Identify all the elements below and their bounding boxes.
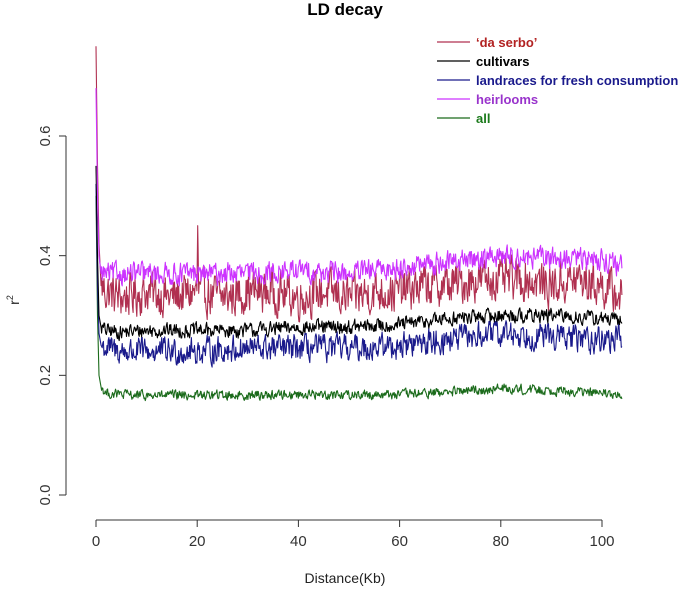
chart-title: LD decay xyxy=(307,0,383,19)
series-line xyxy=(95,195,623,402)
legend-label: ‘da serbo’ xyxy=(476,35,537,50)
series-line xyxy=(95,165,623,342)
x-tick-label: 40 xyxy=(290,533,307,550)
y-axis-label: r2 xyxy=(5,295,22,305)
axes: 0 20 40 60 80 100 0.0 0.2 0.4 0.6 xyxy=(37,126,615,550)
x-tick-label: 80 xyxy=(492,533,509,550)
series-line xyxy=(95,88,623,287)
legend-label: all xyxy=(476,111,490,126)
x-tick-label: 0 xyxy=(92,533,100,550)
series-line xyxy=(95,46,623,323)
series-layer xyxy=(95,46,623,402)
y-tick-label: 0.6 xyxy=(37,126,54,147)
y-axis-label-main: r xyxy=(6,300,22,305)
x-tick-label: 20 xyxy=(189,533,206,550)
legend: ‘da serbo’ cultivars landraces for fresh c… xyxy=(437,35,678,126)
x-tick-label: 100 xyxy=(589,533,614,550)
y-tick-label: 0.4 xyxy=(37,245,54,266)
y-tick-label: 0.2 xyxy=(37,365,54,386)
y-tick-label: 0.0 xyxy=(37,485,54,506)
svg-text:r2: r2 xyxy=(5,295,22,305)
x-tick-label: 60 xyxy=(391,533,408,550)
legend-label: landraces for fresh consumption xyxy=(476,73,678,88)
y-axis-label-superscript: 2 xyxy=(5,295,15,300)
legend-label: cultivars xyxy=(476,54,529,69)
series-line xyxy=(95,183,623,368)
legend-label: heirlooms xyxy=(476,92,538,107)
x-axis-label: Distance(Kb) xyxy=(305,570,386,586)
